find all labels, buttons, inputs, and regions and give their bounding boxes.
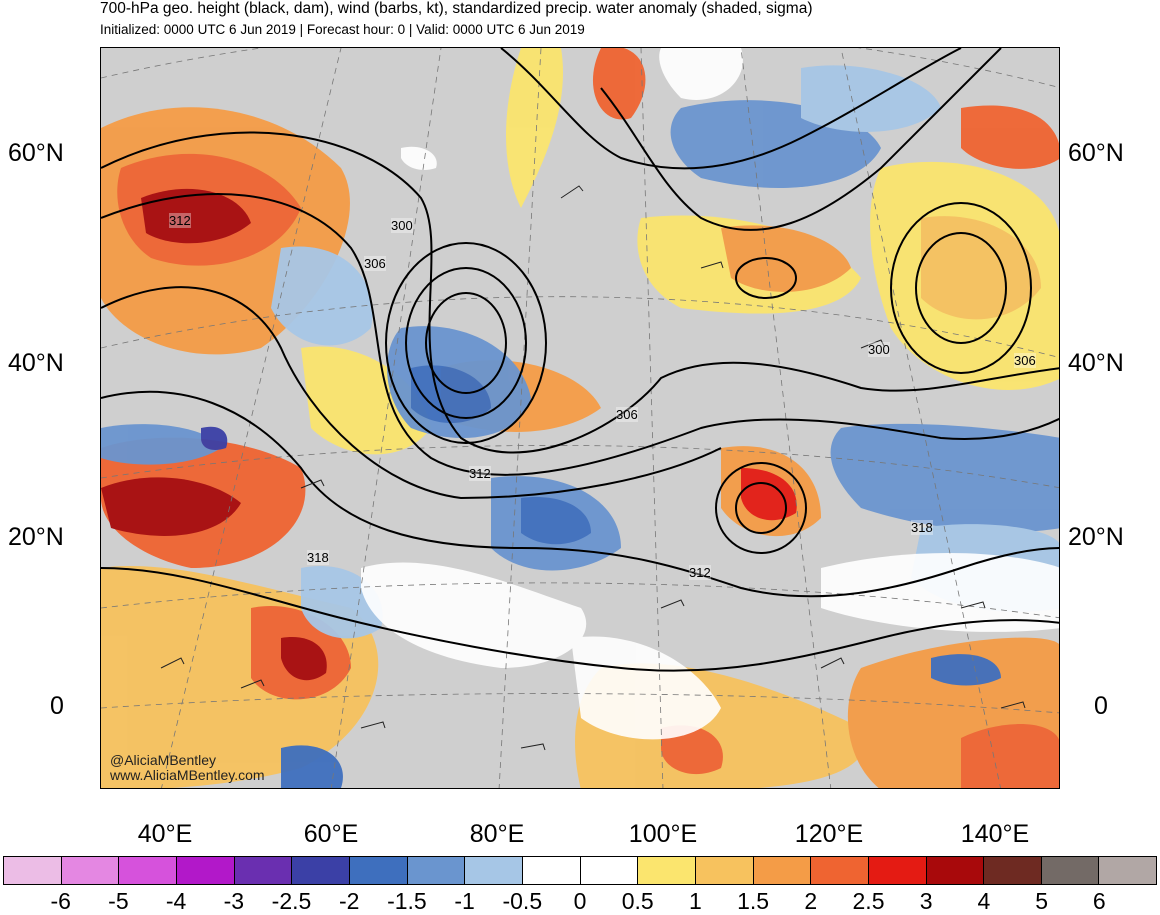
lat-label-right: 20°N xyxy=(1068,523,1124,551)
lon-label: 60°E xyxy=(303,820,359,848)
contour-label: 300 xyxy=(868,342,890,357)
colorbar-tick-label: 1.5 xyxy=(737,888,770,914)
lat-label-left: 20°N xyxy=(8,523,64,551)
colorbar-swatch xyxy=(1041,857,1100,884)
colorbar-tick-label: -2 xyxy=(338,888,360,914)
contour-label: 312 xyxy=(689,565,711,580)
colorbar-swatch xyxy=(4,857,62,884)
lon-label: 40°E xyxy=(137,820,193,848)
watermark-url: www.AliciaMBentley.com xyxy=(110,767,265,783)
colorbar-swatch xyxy=(292,857,350,884)
contour-label: 300 xyxy=(391,218,413,233)
colorbar-swatch xyxy=(119,857,177,884)
colorbar xyxy=(3,856,1157,885)
contour-label: 318 xyxy=(911,520,933,535)
colorbar-swatch xyxy=(638,857,696,884)
contour-label: 306 xyxy=(1014,353,1036,368)
colorbar-tick-label: -2.5 xyxy=(271,888,312,914)
colorbar-tick-label: -6 xyxy=(50,888,71,914)
colorbar-swatch xyxy=(407,857,466,884)
colorbar-swatch xyxy=(1099,857,1157,884)
contour-label: 312 xyxy=(169,213,191,228)
lon-label: 80°E xyxy=(469,820,525,848)
colorbar-tick-label: 2.5 xyxy=(852,888,885,914)
colorbar-swatch xyxy=(753,857,812,884)
colorbar-tick-label: -4 xyxy=(165,888,187,914)
colorbar-tick-label: 2 xyxy=(804,888,818,914)
map-subtitle: Initialized: 0000 UTC 6 Jun 2019 | Forec… xyxy=(100,22,585,37)
lat-label-right: 40°N xyxy=(1068,349,1124,377)
colorbar-swatch xyxy=(984,857,1042,884)
colorbar-tick-label: 4 xyxy=(977,888,991,914)
contour-label: 312 xyxy=(469,466,491,481)
colorbar-swatch xyxy=(811,857,869,884)
map-panel: 312 300 306 306 300 306 312 318 312 318 xyxy=(100,47,1060,789)
colorbar-tick-label: 3 xyxy=(919,888,933,914)
lat-label-right: 0 xyxy=(1094,692,1108,720)
watermark-handle: @AliciaMBentley xyxy=(110,752,217,768)
colorbar-tick-label: 1 xyxy=(688,888,702,914)
colorbar-tick-label: 6 xyxy=(1092,888,1106,914)
lon-label: 120°E xyxy=(794,820,864,848)
colorbar-swatch xyxy=(61,857,120,884)
lat-label-right: 60°N xyxy=(1068,139,1124,167)
lat-label-left: 60°N xyxy=(8,139,64,167)
map-canvas xyxy=(101,48,1059,788)
colorbar-swatch xyxy=(580,857,639,884)
colorbar-swatch xyxy=(695,857,754,884)
map-title: 700-hPa geo. height (black, dam), wind (… xyxy=(100,0,813,17)
colorbar-tick-label: -0.5 xyxy=(502,888,543,914)
colorbar-swatch xyxy=(234,857,293,884)
lat-label-left: 0 xyxy=(50,692,64,720)
colorbar-tick-label: -1.5 xyxy=(387,888,427,914)
colorbar-swatch xyxy=(465,857,523,884)
lat-label-left: 40°N xyxy=(8,349,64,377)
colorbar-tick-label: 5 xyxy=(1035,888,1048,914)
colorbar-swatch xyxy=(868,857,927,884)
colorbar-swatch xyxy=(522,857,581,884)
contour-label: 318 xyxy=(307,550,329,565)
colorbar-tick-label: -1 xyxy=(454,888,475,914)
colorbar-swatch xyxy=(926,857,985,884)
colorbar-tick-label: -3 xyxy=(223,888,245,914)
colorbar-swatch xyxy=(349,857,408,884)
colorbar-tick-label: -5 xyxy=(108,888,129,914)
colorbar-tick-label: 0.5 xyxy=(621,888,654,914)
contour-label: 306 xyxy=(364,256,386,271)
lon-label: 100°E xyxy=(628,820,698,848)
colorbar-tick-label: 0 xyxy=(573,888,587,914)
colorbar-swatch xyxy=(176,857,235,884)
lon-label: 140°E xyxy=(960,820,1030,848)
contour-label: 306 xyxy=(616,407,638,422)
